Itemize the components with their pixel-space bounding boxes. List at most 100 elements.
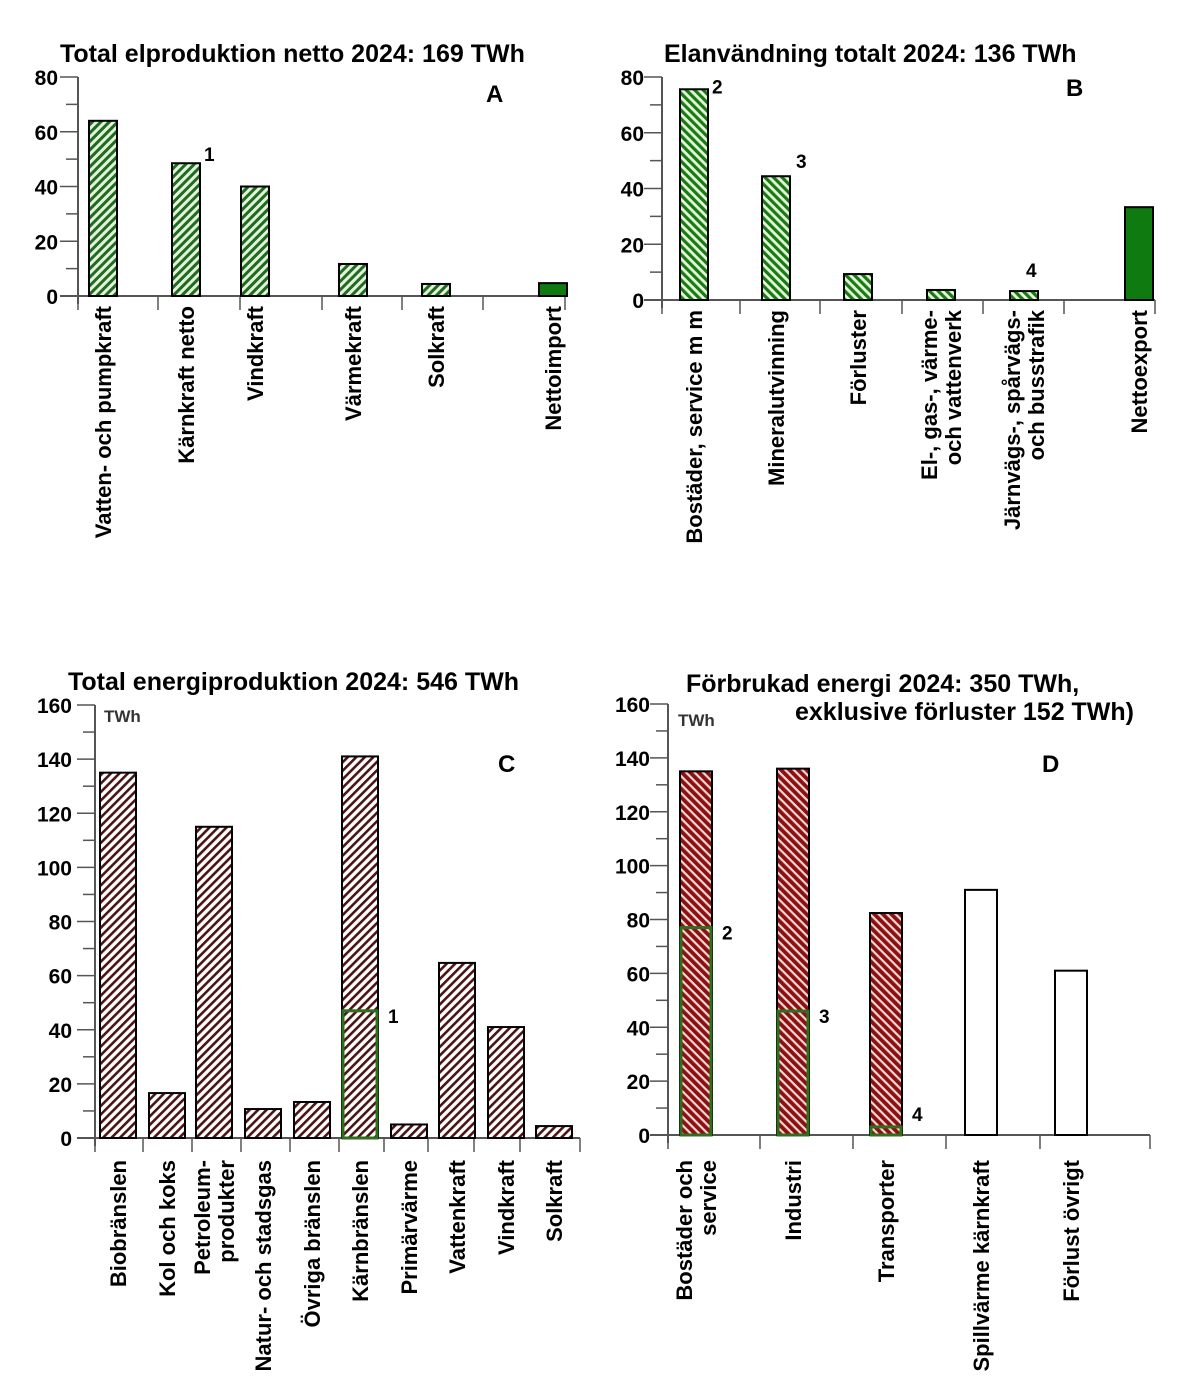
category-label: Solkraft xyxy=(542,1159,567,1242)
overlay-bar-c-0 xyxy=(341,1009,379,1140)
category-label: Spillvärme kärnkraft xyxy=(969,1159,994,1371)
category-label: och busstrafik xyxy=(1024,309,1049,460)
category-label: Transporter xyxy=(874,1160,899,1283)
category-label: Vindkraft xyxy=(243,305,268,401)
category-label: Vatten- och pumpkraft xyxy=(91,305,116,538)
y-tick-label: 20 xyxy=(627,1071,650,1094)
unit-label: TWh xyxy=(104,707,141,726)
chart-title: Förbrukad energi 2024: 350 TWh, xyxy=(686,670,1079,698)
category-label: Värmekraft xyxy=(341,305,366,421)
y-tick-label: 0 xyxy=(46,286,58,309)
bar-d-1 xyxy=(776,767,810,1137)
bar-c-0 xyxy=(99,771,137,1139)
bar-d-4 xyxy=(1054,969,1088,1137)
bar-b-5 xyxy=(1124,206,1154,302)
category-label: Förlust övrigt xyxy=(1059,1159,1084,1301)
footnote-marker: 1 xyxy=(204,145,215,166)
y-tick-label: 60 xyxy=(627,963,650,986)
category-label: Natur- och stadsgas xyxy=(251,1160,276,1372)
bar-c-6 xyxy=(390,1123,428,1139)
y-tick-label: 40 xyxy=(621,179,644,202)
y-tick-label: 100 xyxy=(615,856,650,879)
y-tick-label: 140 xyxy=(37,749,72,772)
category-label: Nettoimport xyxy=(541,305,566,430)
bar-c-9 xyxy=(535,1125,573,1140)
category-label: Biobränslen xyxy=(106,1160,131,1287)
overlay-bar-d-1 xyxy=(776,1009,810,1137)
bar-c-5 xyxy=(341,755,379,1139)
bar-b-0 xyxy=(679,88,709,301)
y-tick-label: 140 xyxy=(615,748,650,771)
y-tick-label: 40 xyxy=(49,1020,72,1043)
y-tick-label: 80 xyxy=(35,67,58,90)
chart-title: Total energiproduktion 2024: 546 TWh xyxy=(68,668,519,696)
overlay-bar-d-2 xyxy=(869,1125,903,1137)
category-label: Kärnbränslen xyxy=(348,1160,373,1302)
unit-label: TWh xyxy=(678,711,715,730)
y-tick-label: 20 xyxy=(35,231,58,254)
chart-panel-c: Total energiproduktion 2024: 546 TWh C T… xyxy=(37,668,581,1372)
category-label: Förluster xyxy=(846,310,871,406)
bar-c-4 xyxy=(293,1101,331,1139)
bar-d-3 xyxy=(964,888,998,1137)
category-label: Kärnkraft netto xyxy=(174,306,199,464)
bar-d-2 xyxy=(869,912,903,1136)
overlay-bar-d-0 xyxy=(679,926,713,1137)
panel-letter: D xyxy=(1042,751,1059,778)
bar-a-1 xyxy=(171,162,201,297)
category-label: Järnvägs-, spårvägs- xyxy=(1000,310,1025,530)
chart-panel-a: Total elproduktion netto 2024: 169 TWh A… xyxy=(35,40,568,538)
bar-a-3 xyxy=(338,262,368,298)
y-tick-label: 60 xyxy=(35,122,58,145)
category-label: Övriga bränslen xyxy=(300,1160,325,1328)
y-tick-label: 80 xyxy=(621,67,644,90)
bar-c-1 xyxy=(148,1092,186,1140)
footnote-marker: 2 xyxy=(722,924,733,945)
category-label: Vattenkraft xyxy=(445,1159,470,1273)
category-label: Bostäder, service m m xyxy=(682,310,707,544)
footnote-marker: 3 xyxy=(796,152,807,173)
bar-c-2 xyxy=(195,825,233,1139)
chart-panel-d: Förbrukad energi 2024: 350 TWh, exklusiv… xyxy=(615,670,1151,1372)
category-label: och vattenverk xyxy=(941,309,966,465)
bar-b-4 xyxy=(1009,290,1039,301)
category-label: produkter xyxy=(214,1160,239,1263)
bar-a-2 xyxy=(240,185,270,297)
footnote-marker: 3 xyxy=(819,1007,830,1028)
category-label: service xyxy=(696,1160,721,1236)
y-tick-label: 20 xyxy=(49,1074,72,1097)
category-label: Kol och koks xyxy=(155,1160,180,1297)
y-tick-label: 160 xyxy=(37,695,72,718)
y-tick-label: 120 xyxy=(37,803,72,826)
panel-letter: B xyxy=(1066,75,1083,102)
bar-b-3 xyxy=(926,288,956,301)
bar-d-0 xyxy=(679,770,713,1136)
category-label: Solkraft xyxy=(424,305,449,388)
y-tick-label: 60 xyxy=(49,966,72,989)
panel-letter: A xyxy=(486,81,503,108)
category-label: Bostäder och xyxy=(672,1160,697,1301)
footnote-marker: 4 xyxy=(1026,261,1037,282)
bar-c-8 xyxy=(487,1026,525,1139)
category-label: Petroleum- xyxy=(190,1160,215,1275)
bar-b-2 xyxy=(843,273,873,302)
bar-c-3 xyxy=(244,1108,282,1139)
chart-title-line2: exklusive förluster 152 TWh) xyxy=(795,698,1134,726)
footnote-marker: 2 xyxy=(712,77,723,98)
bar-a-4 xyxy=(421,282,451,297)
category-label: Industri xyxy=(781,1160,806,1241)
y-tick-label: 80 xyxy=(49,912,72,935)
chart-title: Elanvändning totalt 2024: 136 TWh xyxy=(664,40,1077,68)
y-tick-label: 0 xyxy=(60,1128,72,1151)
bar-a-0 xyxy=(88,119,118,297)
category-label: Vindkraft xyxy=(494,1159,519,1255)
y-tick-label: 160 xyxy=(615,694,650,717)
bar-b-1 xyxy=(761,175,791,301)
footnote-marker: 4 xyxy=(912,1105,923,1126)
y-tick-label: 120 xyxy=(615,802,650,825)
panel-letter: C xyxy=(498,751,515,778)
y-tick-label: 20 xyxy=(621,234,644,257)
y-tick-label: 100 xyxy=(37,857,72,880)
y-tick-label: 0 xyxy=(632,290,644,313)
